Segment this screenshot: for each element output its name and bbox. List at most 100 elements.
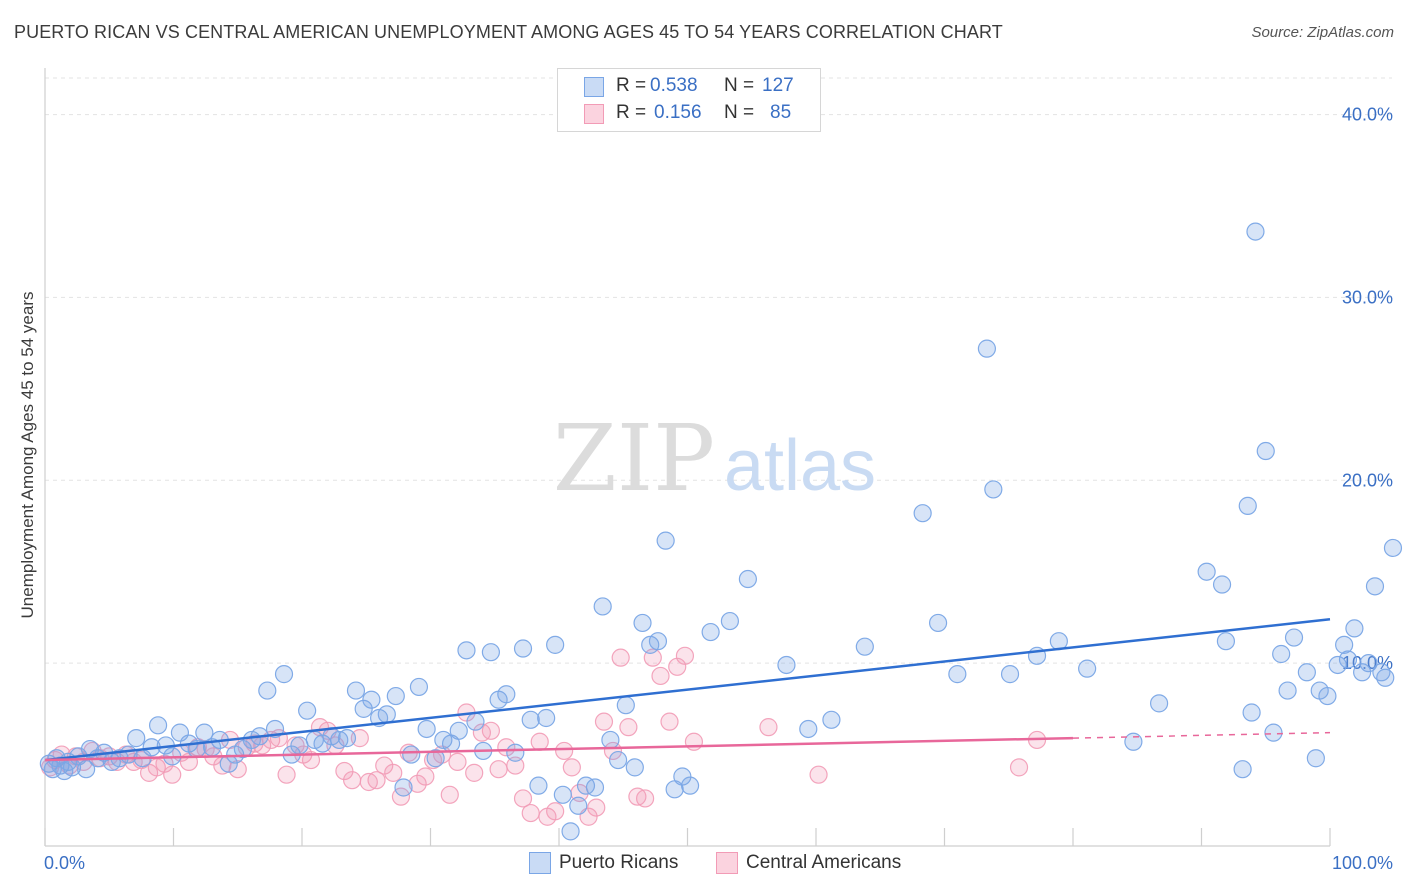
data-point — [562, 758, 581, 777]
data-point — [1216, 632, 1236, 651]
legend-swatch-pink — [716, 852, 738, 874]
data-point — [928, 613, 948, 633]
chart-title: PUERTO RICAN VS CENTRAL AMERICAN UNEMPLO… — [14, 22, 1003, 42]
data-point — [635, 789, 655, 808]
data-point — [555, 741, 574, 761]
legend-r-value: 0.156 — [654, 102, 702, 123]
data-point — [1359, 654, 1378, 673]
trend-line-central-americans-extension — [1072, 731, 1331, 739]
data-point — [601, 730, 620, 750]
data-point — [720, 611, 740, 631]
data-point — [394, 778, 413, 797]
data-point — [1238, 496, 1257, 515]
data-point — [633, 613, 652, 633]
data-point — [448, 752, 467, 771]
data-point — [1009, 758, 1029, 777]
data-point — [384, 763, 403, 782]
data-point — [913, 504, 932, 523]
data-point — [440, 785, 459, 804]
data-point — [1335, 635, 1354, 654]
data-point — [984, 480, 1003, 499]
data-point — [1124, 732, 1143, 751]
data-point — [553, 785, 572, 804]
data-point — [521, 710, 540, 729]
data-point — [377, 705, 396, 724]
data-point — [977, 339, 997, 358]
legend-swatch-blue — [584, 77, 604, 97]
data-point — [1328, 655, 1347, 675]
trend-lines — [44, 618, 1331, 762]
data-point — [350, 729, 369, 748]
data-point — [701, 622, 720, 642]
data-point — [1383, 538, 1403, 558]
data-point — [426, 749, 445, 768]
series-puerto-ricans — [39, 222, 1403, 841]
x-tick-label: 0.0% — [44, 853, 85, 873]
data-point — [335, 761, 354, 781]
data-point — [1272, 644, 1291, 664]
data-point — [1149, 694, 1169, 713]
grid-lines — [45, 77, 1392, 664]
watermark-zip: ZIP — [553, 405, 715, 512]
data-point — [301, 750, 321, 770]
data-point — [537, 708, 556, 728]
data-point — [497, 685, 516, 704]
data-point — [648, 632, 668, 651]
x-tick-label: 100.0% — [1332, 853, 1393, 873]
data-point — [337, 729, 357, 748]
data-point — [367, 771, 386, 790]
data-point — [569, 796, 588, 815]
data-point — [1345, 619, 1364, 638]
data-point — [777, 655, 796, 675]
data-point — [409, 677, 429, 697]
data-point — [346, 681, 366, 700]
data-point — [290, 736, 309, 755]
data-point — [611, 648, 630, 667]
legend-r-value: 0.538 — [650, 75, 698, 96]
data-point — [585, 778, 605, 797]
data-point — [1233, 760, 1252, 779]
data-point — [616, 696, 635, 715]
data-point — [809, 765, 828, 784]
data-point — [521, 803, 540, 823]
data-point — [80, 739, 100, 759]
data-point — [1365, 577, 1385, 596]
data-point — [1306, 749, 1325, 768]
data-point — [1242, 703, 1261, 722]
data-point — [127, 729, 146, 748]
data-point — [651, 666, 670, 686]
legend-n-value: 85 — [770, 102, 792, 123]
data-point — [489, 760, 508, 779]
data-point — [77, 760, 96, 779]
data-point — [799, 719, 818, 739]
data-point — [195, 723, 214, 742]
data-point — [855, 637, 874, 656]
axes — [44, 68, 1331, 847]
data-point — [673, 767, 692, 786]
data-point — [1212, 575, 1232, 594]
data-point — [362, 690, 381, 709]
data-point — [1318, 686, 1337, 706]
data-point — [298, 701, 317, 720]
data-point — [274, 665, 294, 684]
source-label: Source: ZipAtlas.com — [1251, 24, 1394, 41]
data-point — [481, 643, 500, 662]
data-point — [402, 745, 421, 764]
data-point — [759, 718, 778, 737]
data-point — [228, 760, 247, 779]
data-point — [1297, 663, 1316, 682]
data-point — [457, 641, 476, 660]
data-point — [1278, 681, 1297, 700]
data-point — [561, 822, 580, 841]
data-point — [148, 716, 168, 735]
data-point — [1000, 665, 1020, 684]
legend-n-value: 127 — [762, 75, 794, 96]
data-point — [481, 721, 500, 740]
data-point — [1284, 628, 1304, 647]
data-point — [277, 765, 296, 784]
data-point — [680, 776, 700, 795]
data-point — [343, 771, 362, 790]
data-point — [1264, 723, 1283, 742]
data-point — [594, 712, 614, 731]
